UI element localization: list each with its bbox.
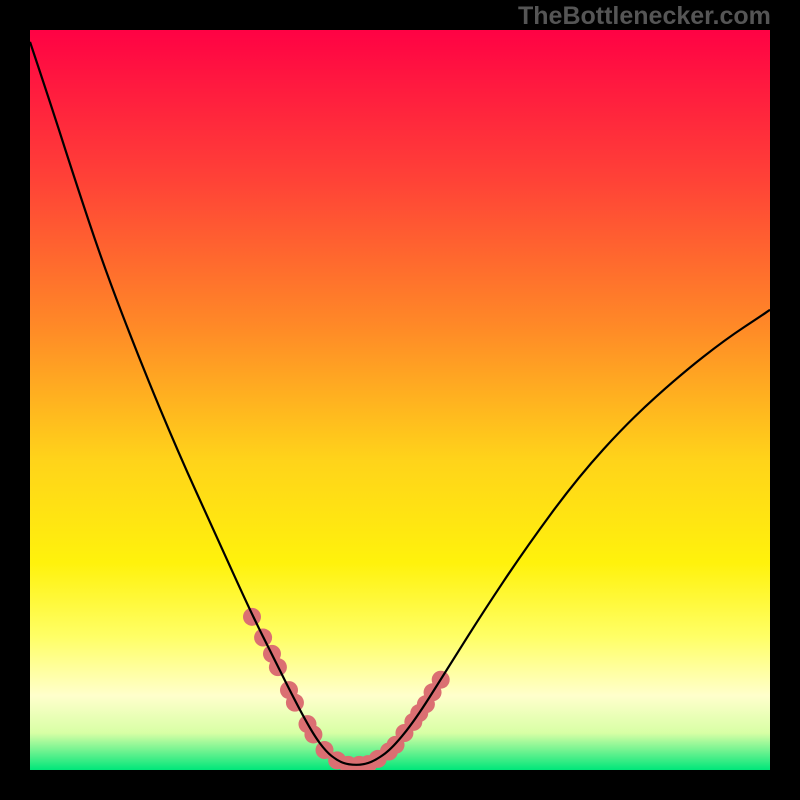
data-marker [243,608,261,626]
plot-svg [30,30,770,770]
gradient-bg [30,30,770,770]
plot-area [30,30,770,770]
data-marker [286,694,304,712]
chart-viewport: TheBottlenecker.com [0,0,800,800]
watermark-text: TheBottlenecker.com [518,2,771,31]
